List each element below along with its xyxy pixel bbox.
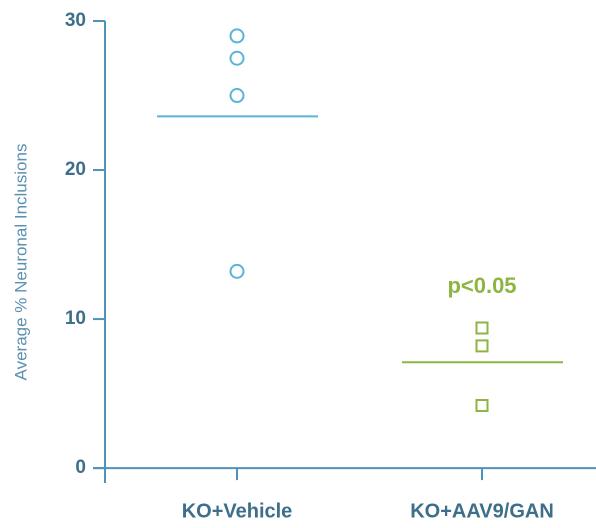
x-tick-label: KO+AAV9/GAN: [410, 500, 554, 522]
annotation: p<0.05: [447, 273, 516, 298]
data-point: [229, 88, 245, 104]
y-tick-label: 0: [75, 457, 86, 478]
y-tick-label: 10: [65, 308, 86, 329]
data-point: [229, 50, 245, 66]
data-point: [229, 28, 245, 44]
y-axis-label: Average % Neuronal Inclusions: [11, 144, 30, 381]
x-tick-label: KO+Vehicle: [182, 500, 293, 522]
data-point: [475, 339, 489, 353]
y-tick-label: 30: [65, 10, 86, 31]
y-tick-label: 20: [65, 159, 86, 180]
data-point: [229, 263, 245, 279]
data-point: [475, 399, 489, 413]
data-point: [475, 321, 489, 335]
